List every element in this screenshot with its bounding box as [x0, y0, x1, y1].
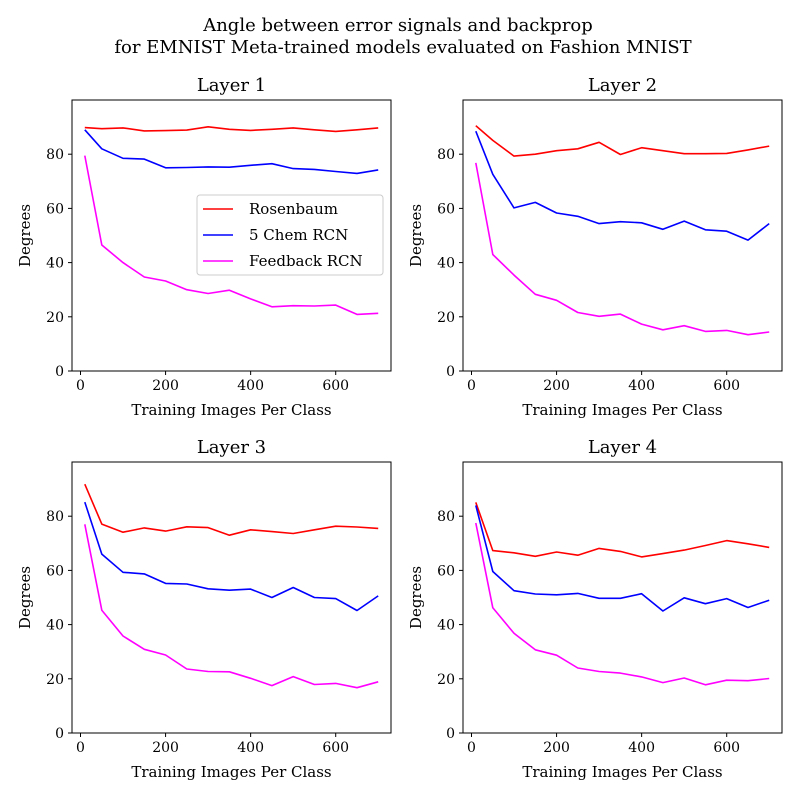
x-tick-label: 400 — [237, 378, 264, 394]
subplot-title: Layer 3 — [197, 437, 266, 458]
subplot-title: Layer 2 — [588, 75, 657, 96]
figure-title-line-1: Angle between error signals and backprop — [202, 15, 593, 36]
x-tick-label: 0 — [467, 740, 476, 756]
y-axis-label: Degrees — [16, 566, 34, 629]
x-tick-label: 0 — [467, 378, 476, 394]
y-tick-label: 80 — [437, 147, 455, 163]
legend-box — [196, 194, 384, 276]
legend-label: Feedback RCN — [249, 252, 363, 270]
series-line-5-chem-rcn — [84, 501, 379, 612]
subplot-4: Layer 4 0 200 400 600 0 20 40 60 80 Training Image… — [407, 437, 783, 781]
series-line-5-chem-rcn — [84, 129, 379, 175]
y-tick-label: 80 — [46, 509, 64, 525]
y-tick-label: 0 — [55, 726, 64, 742]
legend-label: Rosenbaum — [249, 200, 338, 218]
x-tick-label: 600 — [322, 378, 349, 394]
y-tick-label: 80 — [437, 509, 455, 525]
figure-title-line-2: for EMNIST Meta-trained models evaluated… — [114, 37, 691, 58]
axes-frame — [462, 99, 783, 372]
x-axis-label: Training Images Per Class — [131, 401, 331, 419]
y-tick-label: 20 — [437, 672, 455, 688]
x-tick-label: 600 — [322, 740, 349, 756]
x-tick-label: 600 — [713, 378, 740, 394]
x-tick-label: 600 — [713, 740, 740, 756]
y-tick-label: 40 — [437, 618, 455, 634]
x-tick-label: 0 — [76, 740, 85, 756]
subplot-title: Layer 4 — [588, 437, 657, 458]
series-line-5-chem-rcn — [475, 130, 770, 241]
x-axis-label: Training Images Per Class — [522, 401, 722, 419]
axes-frame — [71, 99, 392, 372]
series-line-rosenbaum — [475, 125, 770, 157]
x-tick-label: 200 — [152, 378, 179, 394]
y-axis-label: Degrees — [407, 204, 425, 267]
y-tick-label: 60 — [46, 563, 64, 579]
x-tick-label: 0 — [76, 378, 85, 394]
x-tick-label: 400 — [237, 740, 264, 756]
x-tick-label: 400 — [628, 378, 655, 394]
series-line-feedback-rcn — [475, 522, 770, 686]
y-tick-label: 20 — [46, 672, 64, 688]
series-line-feedback-rcn — [475, 162, 770, 336]
legend: Rosenbaum 5 Chem RCN Feedback RCN — [196, 194, 384, 276]
y-tick-label: 20 — [437, 310, 455, 326]
x-axis-label: Training Images Per Class — [131, 763, 331, 781]
y-tick-label: 40 — [46, 618, 64, 634]
axes-frame — [71, 461, 392, 734]
y-axis-label: Degrees — [407, 566, 425, 629]
subplot-1: Layer 1 0 200 400 600 0 20 40 60 80 Training Image… — [16, 75, 392, 419]
series-line-rosenbaum — [475, 502, 770, 558]
x-tick-label: 400 — [628, 740, 655, 756]
axes-frame — [462, 461, 783, 734]
series-line-5-chem-rcn — [475, 505, 770, 612]
series-line-rosenbaum — [84, 126, 379, 133]
x-tick-label: 200 — [152, 740, 179, 756]
y-tick-label: 0 — [446, 726, 455, 742]
y-tick-label: 20 — [46, 310, 64, 326]
series-line-feedback-rcn — [84, 155, 379, 316]
y-tick-label: 40 — [46, 256, 64, 272]
subplot-title: Layer 1 — [197, 75, 266, 96]
y-tick-label: 60 — [46, 201, 64, 217]
subplot-2: Layer 2 0 200 400 600 0 20 40 60 80 Training Image… — [407, 75, 783, 419]
x-tick-label: 200 — [543, 378, 570, 394]
y-tick-label: 80 — [46, 147, 64, 163]
x-axis-label: Training Images Per Class — [522, 763, 722, 781]
series-line-feedback-rcn — [84, 524, 379, 689]
x-tick-label: 200 — [543, 740, 570, 756]
y-tick-label: 60 — [437, 201, 455, 217]
y-tick-label: 60 — [437, 563, 455, 579]
y-tick-label: 0 — [446, 364, 455, 380]
y-tick-label: 0 — [55, 364, 64, 380]
legend-label: 5 Chem RCN — [249, 226, 348, 244]
y-tick-label: 40 — [437, 256, 455, 272]
subplot-3: Layer 3 0 200 400 600 0 20 40 60 80 Training Image… — [16, 437, 392, 781]
series-line-rosenbaum — [84, 483, 379, 537]
y-axis-label: Degrees — [16, 204, 34, 267]
